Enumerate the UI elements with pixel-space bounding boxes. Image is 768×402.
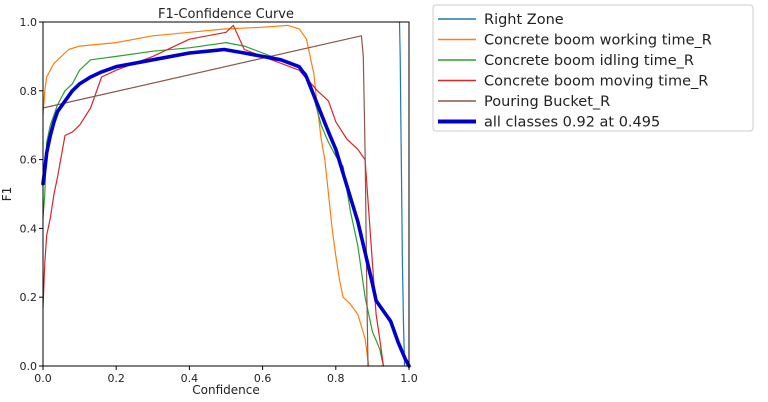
y-tick-label: 0.6: [20, 154, 38, 167]
legend-label-0: Right Zone: [484, 12, 564, 28]
legend-label-3: Concrete boom moving time_R: [484, 74, 708, 90]
series-line-2: [42, 41, 384, 367]
x-tick-label: 1.0: [400, 372, 418, 385]
legend: Right Zone Concrete boom working time_R Co…: [432, 4, 754, 132]
legend-label-1: Concrete boom working time_R: [484, 33, 712, 49]
x-tick-label: 0.8: [327, 372, 345, 385]
x-tick-label: 0.2: [107, 372, 125, 385]
plot-frame: [42, 21, 410, 367]
y-tick-label: 0.4: [20, 222, 38, 235]
series-line-4: [42, 35, 369, 367]
plot-lines: [41, 21, 411, 368]
y-tick-label: 0.0: [20, 360, 38, 373]
y-tick-label: 0.2: [20, 291, 38, 304]
legend-box: [432, 4, 754, 132]
series-line-1: [42, 24, 370, 367]
y-axis-ticks: 0.0 0.2 0.4 0.6 0.8 1.0: [20, 16, 43, 373]
series-line-3: [42, 24, 384, 367]
y-tick-label: 0.8: [20, 85, 38, 98]
legend-label-4: Pouring Bucket_R: [484, 94, 610, 110]
x-axis-ticks: 0.0 0.2 0.4 0.6 0.8 1.0: [34, 366, 418, 385]
y-tick-label: 1.0: [20, 16, 38, 29]
x-tick-label: 0.0: [34, 372, 52, 385]
legend-label-5: all classes 0.92 at 0.495: [484, 115, 660, 131]
x-axis-label: Confidence: [192, 383, 259, 397]
x-tick-label: 0.6: [254, 372, 272, 385]
chart-title: F1-Confidence Curve: [158, 7, 294, 22]
series-line-5: [41, 47, 411, 368]
x-tick-label: 0.4: [181, 372, 199, 385]
y-axis-label: F1: [0, 187, 14, 202]
series-line-0: [398, 21, 406, 367]
legend-label-2: Concrete boom idling time_R: [484, 53, 694, 69]
